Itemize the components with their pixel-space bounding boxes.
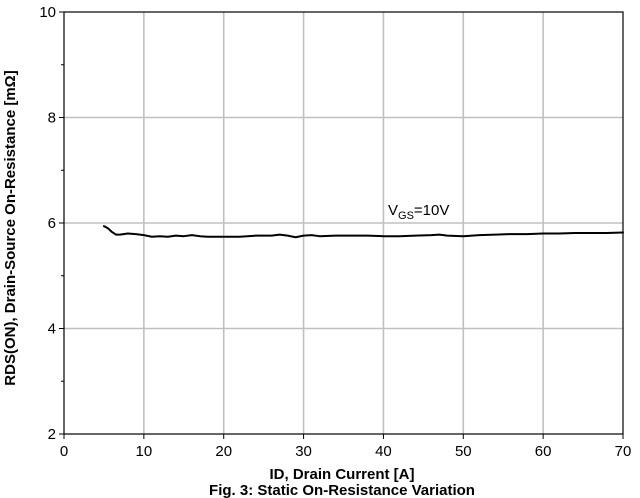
x-tick-label: 10 (136, 443, 153, 460)
series-label-vgs-10v: VGS=10V (388, 202, 449, 222)
x-axis-title: ID, Drain Current [A] (269, 466, 414, 483)
x-tick-label: 0 (60, 443, 68, 460)
tick-labels: 0 10 20 30 40 50 60 70 2 4 6 8 10 (39, 4, 631, 460)
y-axis-title: RDS(ON), Drain-Source On-Resistance [mΩ] (2, 70, 19, 385)
x-tick-label: 50 (455, 443, 472, 460)
tick-marks (59, 11, 624, 439)
figure-caption: Fig. 3: Static On-Resistance Variation (209, 482, 475, 498)
y-tick-label: 10 (39, 4, 56, 21)
y-tick-label: 6 (48, 215, 56, 232)
series-line-vgs-10v (102, 225, 624, 239)
grid (64, 12, 623, 434)
y-tick-label: 4 (48, 321, 56, 338)
x-tick-label: 20 (215, 443, 232, 460)
x-tick-label: 30 (295, 443, 312, 460)
x-tick-label: 40 (375, 443, 392, 460)
y-tick-label: 8 (48, 110, 56, 127)
x-tick-label: 60 (535, 443, 552, 460)
y-tick-label: 2 (48, 426, 56, 443)
x-tick-label: 70 (615, 443, 632, 460)
